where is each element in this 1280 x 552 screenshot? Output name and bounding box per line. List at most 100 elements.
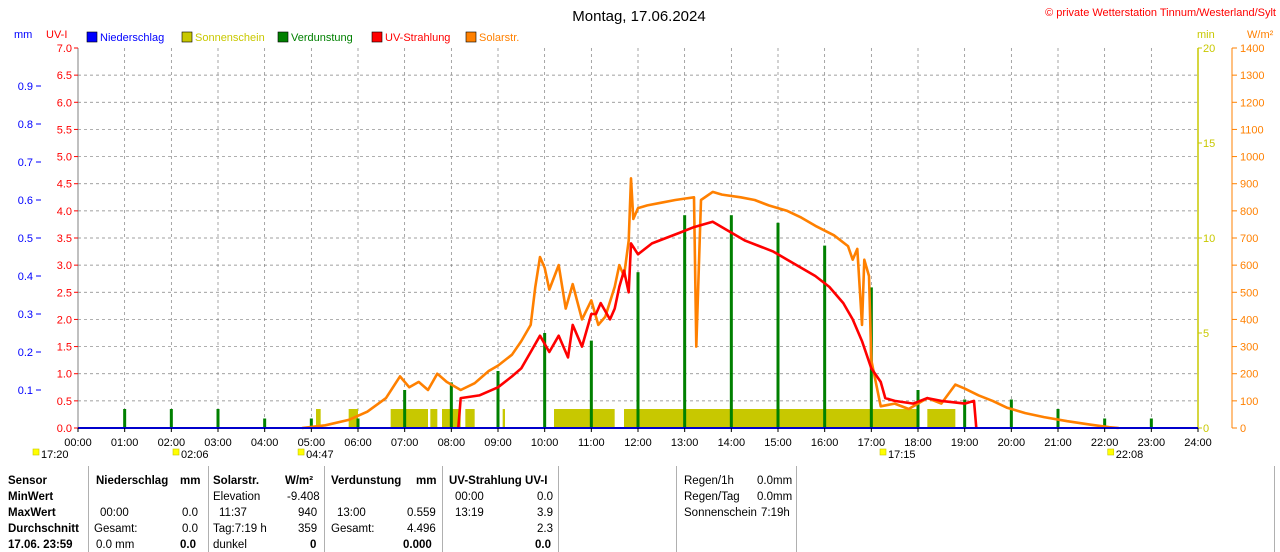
summary-label: Regen/Tag [684, 491, 740, 503]
mm-tick-label: 0.2 [18, 347, 33, 359]
sun-mark-icon [172, 448, 180, 456]
evaporation-spike [449, 382, 453, 428]
verdunstung-max-value: 0.559 [407, 507, 436, 519]
hour-tick-label: 13:00 [671, 437, 699, 449]
uv-line [457, 220, 978, 429]
evaporation-spike [356, 418, 360, 428]
sun-mark-label: 02:06 [181, 449, 209, 461]
uvi-tick-label: 6.5 [57, 70, 72, 82]
evaporation-spike [683, 215, 687, 428]
mm-tick-label: 0.4 [18, 271, 33, 283]
uvi-tick-label: 2.0 [57, 314, 72, 326]
row-label-avg: Durchschnitt [8, 523, 79, 535]
table-divider [796, 466, 797, 552]
uvi-tick-label: 2.5 [57, 287, 72, 299]
evaporation-spike [729, 215, 733, 428]
evaporation-spike [823, 245, 827, 428]
unit-wm2: W/m² [1247, 29, 1274, 41]
chart-tick-labels: 0.0 0.5 1.0 1.5 2.0 2.5 3.0 3.5 4.0 4.5 5.0 5.5 6.0 6… [18, 43, 1265, 449]
evaporation-spike [543, 333, 547, 428]
uv-max-time: 13:19 [455, 507, 484, 519]
sun-mark-icon [32, 448, 40, 456]
mm-tick-label: 0.5 [18, 233, 33, 245]
hour-tick-label: 22:00 [1091, 437, 1119, 449]
sunshine-bar [624, 409, 918, 428]
legend-swatch [86, 31, 98, 43]
table-divider [88, 466, 89, 552]
hour-tick-label: 06:00 [344, 437, 372, 449]
hour-tick-label: 14:00 [718, 437, 746, 449]
hour-tick-label: 08:00 [438, 437, 466, 449]
hour-tick-label: 24:00 [1184, 437, 1212, 449]
niederschlag-max-value: 0.0 [182, 507, 198, 519]
row-label-min: MinWert [8, 491, 54, 503]
min-tick-label: 20 [1203, 43, 1215, 55]
uv-avg-value: 2.3 [537, 523, 553, 535]
copyright-text: © private Wetterstation Tinnum/Westerlan… [1045, 7, 1276, 19]
row-label-max: MaxWert [8, 507, 56, 519]
legend-swatch [277, 31, 289, 43]
mm-tick-label: 0.7 [18, 157, 33, 169]
chart-lines [301, 177, 1119, 430]
wm2-tick-label: 200 [1240, 369, 1258, 381]
hour-tick-label: 04:00 [251, 437, 279, 449]
legend-label: Niederschlag [100, 32, 164, 44]
uvi-tick-label: 5.5 [57, 124, 72, 136]
legend-swatch [465, 31, 477, 43]
summary-value: 0.0mm [757, 475, 793, 487]
sunshine-bar [554, 409, 615, 428]
uv-min-value: 0.0 [537, 491, 553, 503]
solar-line [301, 177, 1119, 430]
niederschlag-current-value: 0.0 [180, 539, 196, 551]
evaporation-spike [216, 409, 220, 428]
sun-mark-label: 04:47 [306, 449, 334, 461]
hour-tick-label: 10:00 [531, 437, 559, 449]
wm2-tick-label: 400 [1240, 314, 1258, 326]
summary-value: 7:19h [761, 507, 790, 519]
hour-tick-label: 12:00 [624, 437, 652, 449]
wm2-tick-label: 1400 [1240, 43, 1264, 55]
legend-label: Solarstr. [479, 32, 519, 44]
chart-title: Montag, 17.06.2024 [572, 8, 705, 25]
header-sensor: Sensor [8, 475, 47, 487]
sun-marks: 17:20 02:06 04:47 17:15 22:08 [32, 448, 1143, 461]
solar-max-time: 11:37 [219, 507, 247, 519]
header-niederschlag: Niederschlag [96, 475, 169, 487]
hour-tick-label: 17:00 [858, 437, 886, 449]
solar-elevation-label: Elevation [213, 491, 261, 503]
hour-tick-label: 19:00 [951, 437, 979, 449]
sun-mark-label: 17:15 [888, 449, 916, 461]
solar-elevation-value: -9.408 [287, 491, 320, 503]
evaporation-spike [309, 418, 313, 428]
hour-tick-label: 18:00 [904, 437, 932, 449]
header-uv: UV-Strahlung UV-I [449, 475, 548, 487]
min-tick-label: 10 [1203, 233, 1215, 245]
solar-max-value: 940 [298, 507, 318, 519]
verdunstung-total-label: Gesamt: [331, 523, 375, 535]
mm-tick-label: 0.8 [18, 119, 33, 131]
evaporation-spike [1009, 399, 1013, 428]
table-divider [1274, 466, 1275, 552]
unit-verdunstung: mm [416, 475, 437, 487]
unit-uvi: UV-I [46, 29, 67, 41]
sunshine-bar [927, 409, 956, 428]
uvi-tick-label: 4.0 [57, 206, 72, 218]
mm-tick-label: 0.9 [18, 81, 33, 93]
mm-tick-label: 0.6 [18, 195, 33, 207]
summary-label: Regen/1h [684, 475, 734, 487]
wm2-tick-label: 700 [1240, 233, 1258, 245]
chart-legend: Niederschlag Sonnenschein Verdunstung UV-St… [86, 31, 519, 44]
table-divider [442, 466, 443, 552]
min-tick-label: 0 [1203, 423, 1209, 435]
evaporation-spike [123, 409, 127, 428]
header-solar: Solarstr. [213, 475, 260, 487]
unit-solar: W/m² [285, 475, 314, 487]
verdunstung-max-time: 13:00 [337, 507, 366, 519]
unit-min: min [1197, 29, 1215, 41]
sunshine-bar [390, 409, 428, 428]
hour-tick-label: 21:00 [1044, 437, 1072, 449]
summary-value: 0.0mm [757, 491, 793, 503]
wm2-tick-label: 900 [1240, 179, 1258, 191]
verdunstung-total-value: 4.496 [407, 523, 436, 535]
table-divider [324, 466, 325, 552]
